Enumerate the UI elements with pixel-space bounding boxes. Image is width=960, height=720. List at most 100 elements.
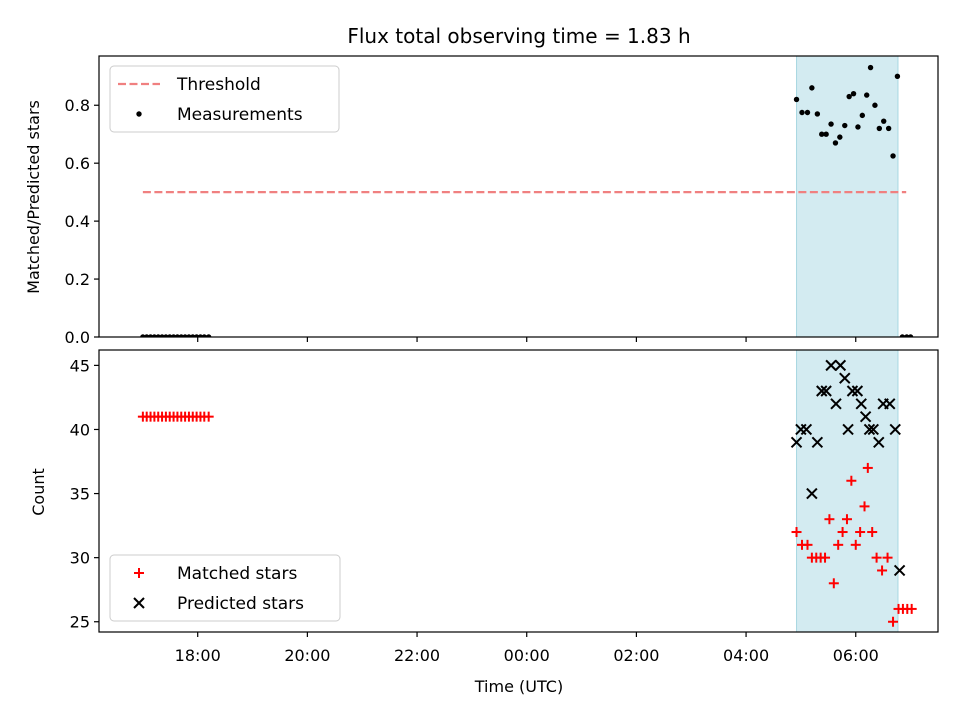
bottom-y-tick-label: 35 — [70, 485, 90, 504]
predicted-star-marker — [855, 398, 867, 410]
matched-star-marker — [802, 539, 813, 550]
legend-label: Predicted stars — [177, 594, 304, 614]
measurement-point — [793, 96, 800, 103]
predicted-star-marker — [842, 423, 854, 436]
predicted-star-marker — [863, 423, 876, 436]
predicted-star-marker — [859, 410, 872, 423]
matched-star-marker — [855, 527, 866, 538]
x-tick-label: 20:00 — [284, 646, 330, 665]
legend-label: Threshold — [176, 75, 261, 95]
measurement-point — [842, 122, 848, 129]
top-y-tick-label: 0.4 — [65, 212, 90, 231]
predicted-star-marker — [846, 385, 859, 397]
bottom-y-tick-label: 40 — [70, 420, 90, 439]
legend-label: Matched stars — [177, 564, 297, 584]
matched-star-marker — [203, 411, 214, 422]
predicted-star-marker — [830, 398, 842, 410]
predicted-star-marker — [867, 423, 879, 436]
top-panel: 0.0 0.2 0.4 0.6 0.8 Threshold Measurements — [65, 55, 939, 347]
top-y-tick-label: 0.2 — [65, 270, 90, 289]
predicted-star-marker — [816, 385, 828, 397]
matched-star-marker — [862, 462, 873, 473]
matched-star-marker — [877, 565, 888, 576]
measurement-point — [832, 140, 839, 146]
x-tick-label: 04:00 — [723, 646, 769, 665]
measurement-point — [872, 102, 878, 108]
matched-star-marker — [820, 552, 831, 563]
legend-matched-swatch — [134, 568, 144, 578]
top-plot-frame — [98, 55, 939, 338]
predicted-star-marker — [834, 359, 847, 372]
matched-star-marker — [833, 539, 844, 550]
top-y-tick-label: 0.8 — [65, 96, 90, 115]
measurement-point — [894, 73, 901, 79]
measurement-point — [885, 125, 892, 132]
top-y-tick-label: 0.6 — [65, 154, 90, 173]
measurement-point — [814, 111, 821, 117]
matched-star-marker — [837, 527, 848, 538]
measurement-point — [828, 121, 834, 127]
measurement-point — [867, 64, 874, 71]
measurement-point — [890, 153, 896, 159]
predicted-star-marker — [811, 436, 824, 448]
measurement-point — [855, 124, 861, 130]
measurement-point — [201, 334, 207, 337]
chart-title: Flux total observing time = 1.83 h — [347, 24, 690, 48]
predicted-star-marker — [790, 436, 803, 448]
measurement-point — [881, 118, 887, 124]
measurement-point — [804, 109, 811, 116]
bottom-plot-frame — [98, 349, 939, 633]
predicted-star-marker — [806, 487, 818, 500]
bottom-panel: 25 30 35 40 45 18:00 20:00 22:00 00:00 02:00 04:00… — [70, 349, 939, 665]
matched-star-marker — [828, 578, 839, 589]
top-shaded-span — [796, 55, 899, 338]
bottom-shaded-span — [796, 349, 899, 633]
top-y-axis-label: Matched/Predicted stars — [24, 100, 43, 294]
x-tick-label: 00:00 — [504, 646, 550, 665]
x-axis-label: Time (UTC) — [474, 677, 563, 696]
predicted-star-marker — [825, 359, 837, 372]
measurement-point — [876, 125, 883, 132]
measurement-point — [846, 93, 852, 100]
predicted-star-marker — [800, 423, 813, 436]
matched-star-marker — [882, 552, 893, 563]
measurement-point — [859, 112, 866, 119]
measurement-point — [864, 92, 870, 98]
matched-star-marker — [824, 514, 835, 525]
predicted-star-marker — [889, 423, 901, 436]
measurement-point — [837, 134, 843, 140]
predicted-star-marker — [873, 436, 885, 448]
predicted-star-marker — [839, 372, 851, 384]
x-tick-label: 02:00 — [613, 646, 659, 665]
matched-star-marker — [867, 527, 878, 538]
top-legend: Threshold Measurements — [109, 65, 340, 133]
top-y-tick-label: 0.0 — [65, 328, 90, 347]
matched-star-marker — [846, 475, 857, 486]
measurement-point — [819, 131, 825, 137]
legend-label: Measurements — [177, 105, 303, 125]
measurement-point — [907, 334, 914, 337]
measurement-point — [850, 90, 857, 97]
x-tick-label: 18:00 — [175, 646, 221, 665]
x-tick-label: 22:00 — [394, 646, 440, 665]
bottom-y-tick-label: 25 — [70, 613, 90, 632]
matched-star-marker — [871, 552, 882, 563]
bottom-y-tick-label: 30 — [70, 549, 90, 568]
measurement-point — [799, 109, 805, 116]
predicted-star-marker — [851, 385, 864, 397]
bottom-y-axis-label: Count — [29, 468, 48, 516]
measurement-point — [205, 334, 212, 337]
measurement-point — [809, 85, 815, 91]
x-tick-label: 06:00 — [833, 646, 879, 665]
matched-star-marker — [841, 514, 852, 525]
predicted-star-marker — [820, 385, 832, 397]
measurement-point — [899, 334, 906, 337]
bottom-y-tick-label: 45 — [70, 356, 90, 375]
bottom-legend: Matched stars Predicted stars — [109, 554, 341, 622]
measurement-point — [823, 131, 829, 137]
matched-star-marker — [906, 603, 917, 614]
legend-measurement-swatch — [136, 111, 142, 117]
predicted-star-marker — [893, 564, 906, 577]
matched-star-marker — [850, 539, 861, 550]
